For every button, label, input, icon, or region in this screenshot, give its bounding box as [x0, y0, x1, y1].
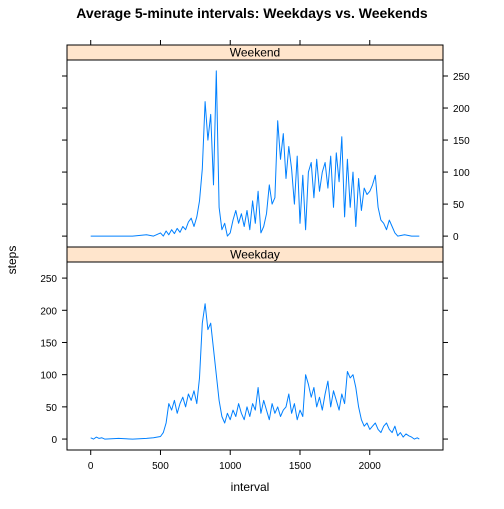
y-tick-label-weekend-0: 0: [453, 232, 459, 243]
y-tick-label-weekday-0: 0: [51, 435, 57, 446]
y-tick-label-weekday-100: 100: [40, 371, 57, 382]
chart-title: Average 5-minute intervals: Weekdays vs.…: [76, 5, 428, 21]
panel-weekend: Weekend 0 50 100 150 200 250: [62, 40, 470, 248]
panel-weekday: Weekday 0 50 100 150 200 250 0 500 1000 1500 2000: [40, 246, 448, 472]
strip-label-weekend: Weekend: [230, 46, 280, 60]
y-tick-label-weekday-50: 50: [46, 403, 58, 414]
strip-label-weekday: Weekday: [230, 248, 280, 262]
x-tick-label-0: 0: [88, 461, 94, 472]
panels-layer: Weekend 0 50 100 150 200 250 Weekday 0 50 100 150 20…: [40, 40, 470, 472]
y-tick-label-weekend-100: 100: [453, 168, 470, 179]
y-tick-label-weekday-200: 200: [40, 306, 57, 317]
x-tick-label-1500: 1500: [289, 461, 312, 472]
x-tick-label-2000: 2000: [359, 461, 382, 472]
y-tick-label-weekend-50: 50: [453, 200, 465, 211]
y-tick-label-weekday-250: 250: [40, 274, 57, 285]
y-tick-label-weekend-200: 200: [453, 104, 470, 115]
y-axis-label: steps: [5, 246, 19, 275]
plot-frame-weekday: [66, 261, 444, 451]
y-tick-label-weekday-150: 150: [40, 338, 57, 349]
y-tick-label-weekend-250: 250: [453, 72, 470, 83]
series-line-weekday: [90, 303, 420, 440]
x-axis-label: interval: [231, 480, 270, 494]
x-tick-label-1000: 1000: [219, 461, 242, 472]
series-line-weekend: [90, 70, 420, 237]
x-tick-label-500: 500: [152, 461, 169, 472]
y-tick-label-weekend-150: 150: [453, 136, 470, 147]
